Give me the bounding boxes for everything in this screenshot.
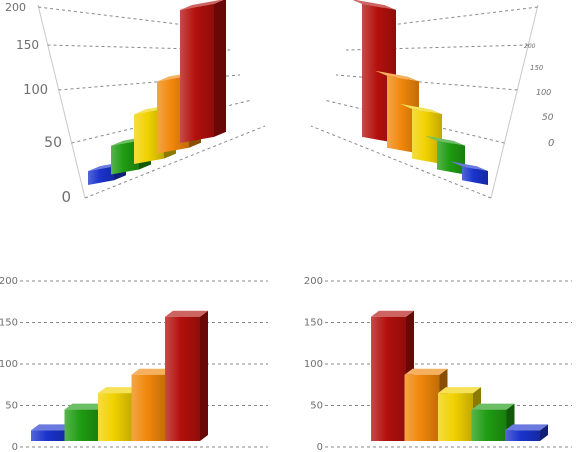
y-tick-label: 150 [16,38,39,52]
y-tick-label: 100 [0,359,18,370]
y-tick-label: 100 [304,359,323,370]
y-tick-label: 200 [304,276,323,287]
y-tick-label: 0 [61,188,71,206]
y-axis-line [490,4,539,199]
y-tick-label: 50 [542,113,554,123]
bar [505,424,548,441]
y-tick-label: 100 [536,88,551,97]
chart-flat-ascending: 0 50 100 150 200 [0,276,268,452]
y-tick-label: 50 [310,401,323,412]
y-tick-label: 0 [548,138,554,149]
y-tick-label: 200 [524,43,536,50]
y-tick-label: 50 [44,135,62,151]
bar [165,310,208,441]
gridline [84,125,266,199]
y-tick-label: 150 [0,318,18,329]
y-tick-label: 100 [23,83,48,98]
bar [450,161,488,185]
bar [180,0,226,144]
y-tick-label: 50 [5,401,18,412]
y-tick-label: 150 [304,318,323,329]
gridline [310,125,492,199]
y-tick-label: 200 [0,276,18,287]
chart-3d-ascending: 0 50 100 150 200 [5,0,266,206]
y-tick-label: 0 [317,442,323,452]
chart-flat-descending: 0 50 100 150 200 [304,276,572,452]
y-tick-label: 0 [12,442,18,452]
y-tick-label: 200 [5,1,26,14]
y-tick-label: 150 [530,64,544,72]
y-axis-line [37,4,86,199]
chart-3d-descending: 0 50 100 150 200 [310,0,554,199]
